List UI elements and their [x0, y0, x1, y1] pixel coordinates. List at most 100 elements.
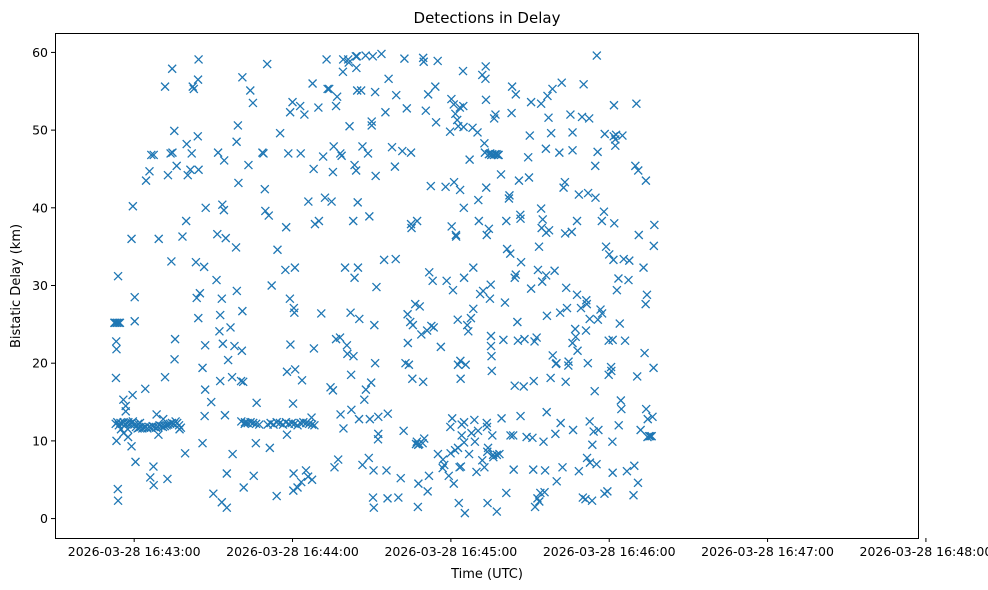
data-point: [617, 131, 627, 141]
data-point: [187, 148, 197, 158]
data-point: [353, 263, 363, 273]
y-axis-ticks: 0 10 20 30 40 50 60: [32, 45, 55, 526]
data-point: [369, 503, 379, 513]
data-point: [320, 193, 330, 203]
data-point: [423, 486, 433, 496]
data-point: [616, 396, 626, 405]
x-tick-label: 2026-03-28 16:46:00: [543, 544, 676, 559]
data-point: [208, 489, 218, 499]
data-point: [601, 242, 611, 252]
data-point: [200, 385, 210, 395]
data-point: [585, 314, 595, 324]
data-point: [245, 86, 255, 95]
data-point: [538, 215, 548, 224]
data-point: [272, 491, 282, 501]
data-point: [485, 294, 495, 304]
data-point: [587, 440, 597, 450]
data-point: [361, 385, 371, 395]
data-point: [178, 232, 187, 242]
data-point: [181, 216, 191, 226]
data-point: [428, 276, 438, 286]
data-point: [459, 417, 469, 427]
data-point: [382, 465, 391, 475]
data-point: [609, 218, 619, 228]
data-point: [387, 142, 397, 152]
data-point: [494, 449, 504, 459]
data-point: [564, 357, 574, 367]
data-point: [314, 216, 324, 226]
data-point: [148, 462, 158, 471]
data-point: [641, 299, 651, 309]
data-point: [515, 210, 525, 220]
data-point: [121, 401, 131, 411]
data-point: [426, 181, 436, 191]
data-point: [624, 275, 633, 285]
data-point: [463, 326, 473, 336]
data-point: [486, 341, 496, 351]
data-point: [290, 364, 300, 374]
data-point: [600, 129, 610, 139]
data-point: [149, 422, 159, 432]
data-point: [199, 262, 209, 272]
data-point: [445, 422, 455, 432]
data-point: [648, 412, 657, 422]
data-point: [324, 84, 334, 94]
data-point: [482, 418, 492, 428]
data-point: [415, 302, 425, 311]
data-point: [546, 373, 556, 383]
data-point: [511, 270, 521, 280]
data-point: [528, 465, 538, 475]
data-point: [454, 498, 464, 508]
data-point: [604, 249, 614, 259]
data-point: [275, 128, 285, 138]
data-point: [344, 58, 354, 67]
data-point: [189, 84, 199, 94]
data-point: [198, 363, 207, 373]
data-point: [166, 148, 176, 158]
data-point: [212, 229, 222, 239]
data-point: [577, 112, 587, 122]
data-point: [481, 95, 491, 105]
data-point: [259, 148, 268, 158]
data-point: [582, 299, 592, 309]
data-point: [353, 197, 363, 207]
data-point: [418, 377, 428, 387]
data-point: [546, 128, 556, 138]
data-point: [579, 79, 589, 89]
data-point: [330, 462, 339, 472]
data-point: [328, 167, 338, 177]
data-point: [288, 399, 298, 409]
data-point: [562, 303, 572, 313]
data-point: [260, 206, 270, 216]
data-point: [260, 184, 270, 194]
data-point: [383, 493, 392, 503]
data-point: [481, 183, 491, 193]
data-point: [200, 411, 210, 421]
data-point: [346, 405, 356, 415]
data-point: [329, 141, 339, 151]
data-point: [633, 166, 643, 175]
data-point: [282, 430, 292, 440]
data-point: [492, 507, 502, 517]
data-point: [501, 216, 511, 226]
data-point: [639, 263, 648, 273]
data-point: [309, 420, 319, 430]
data-point: [633, 478, 643, 488]
data-point: [231, 242, 241, 252]
data-point: [346, 308, 356, 318]
data-point: [285, 107, 295, 117]
data-point: [606, 362, 616, 372]
data-point: [587, 496, 597, 506]
data-point: [193, 313, 203, 323]
data-point: [165, 419, 175, 429]
data-point: [431, 117, 441, 127]
data-point: [640, 348, 650, 358]
data-point: [335, 148, 345, 158]
data-point: [217, 200, 227, 210]
data-point: [542, 407, 552, 417]
data-point: [459, 203, 469, 213]
data-point: [455, 185, 465, 195]
data-point: [552, 476, 562, 486]
data-point: [232, 137, 242, 147]
data-point: [373, 412, 383, 422]
